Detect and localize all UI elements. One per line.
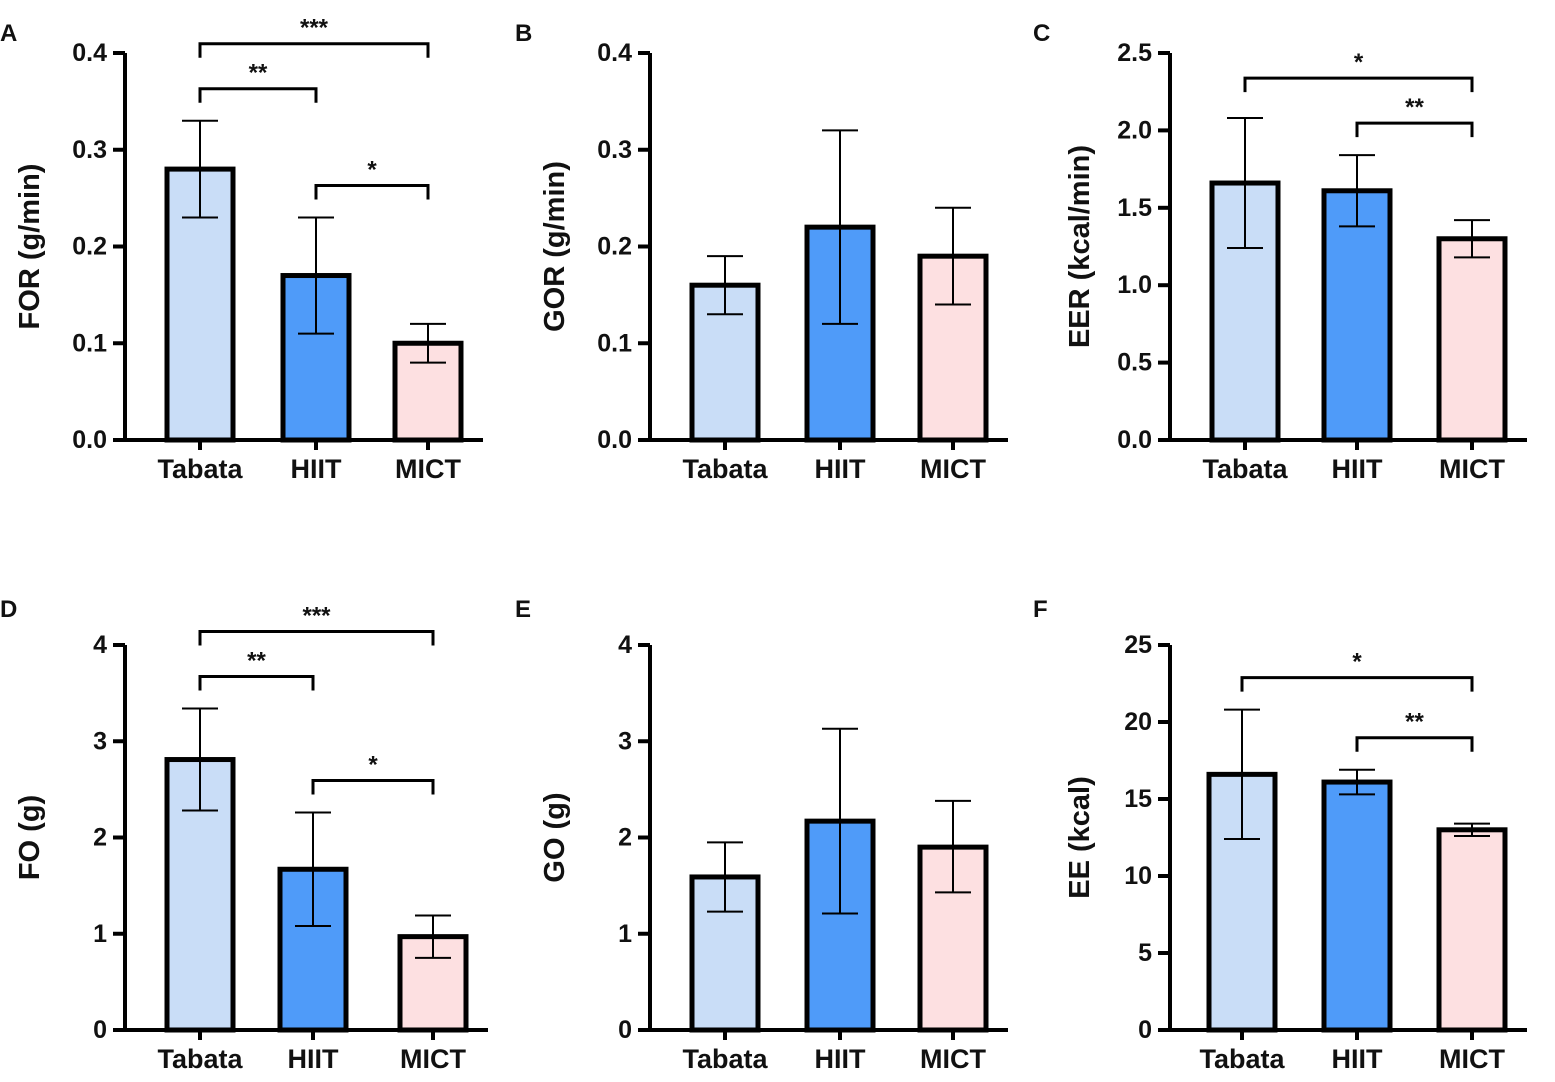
y-tick-label: 25 [1124, 631, 1152, 659]
y-tick-label: 3 [618, 727, 632, 755]
significance-bracket [1355, 736, 1474, 752]
y-axis-title: EE (kcal) [1064, 776, 1096, 899]
significance-label: ** [247, 648, 266, 675]
y-axis-title: EER (kcal/min) [1064, 145, 1096, 348]
significance-bracket [1355, 121, 1474, 138]
y-tick-label: 3 [93, 727, 107, 755]
y-tick-label: 0.5 [1117, 349, 1152, 377]
significance-bracket [198, 630, 435, 646]
panel-label: C [1033, 20, 1050, 47]
x-tick-label: Tabata [1199, 1044, 1285, 1074]
x-tick-label: MICT [920, 1044, 986, 1074]
y-tick-label: 4 [93, 631, 107, 659]
panel-b: B 0.0 0.1 0.2 0.3 0.4 GOR (g/min) Tabata HIIT MIC… [515, 20, 1008, 484]
x-tick-label: MICT [400, 1044, 466, 1074]
y-tick-label: 0.1 [597, 329, 632, 357]
y-tick-label: 0.3 [597, 136, 632, 164]
y-tick-label: 1.5 [1117, 194, 1152, 222]
y-axis-title: GOR (g/min) [539, 161, 571, 332]
y-tick-label: 2 [618, 824, 632, 852]
significance-bracket [314, 183, 430, 200]
y-tick-label: 0.1 [72, 329, 107, 357]
significance-bracket [311, 778, 435, 795]
y-tick-label: 4 [618, 631, 632, 659]
y-tick-label: 0.0 [72, 426, 107, 454]
panel-label: A [0, 20, 17, 47]
x-tick-label: MICT [920, 454, 986, 484]
panel-label: D [0, 596, 17, 623]
significance-bracket [1240, 676, 1474, 692]
y-tick-label: 10 [1124, 862, 1152, 890]
y-tick-label: 2.0 [1117, 116, 1152, 144]
significance-label: *** [302, 603, 331, 630]
panel-label: E [515, 596, 531, 623]
y-axis-title: GO (g) [539, 792, 571, 882]
x-tick-label: HIIT [291, 454, 343, 484]
y-tick-label: 0.4 [72, 39, 107, 67]
significance-label: *** [300, 15, 329, 42]
y-tick-label: 0 [93, 1016, 107, 1044]
significance-label: ** [1405, 94, 1424, 121]
x-tick-label: Tabata [682, 1044, 768, 1074]
bar-mict [1436, 236, 1508, 443]
significance-label: * [367, 156, 377, 183]
significance-bracket [198, 42, 430, 58]
y-tick-label: 0.0 [597, 426, 632, 454]
bar-mict [1436, 827, 1508, 1033]
panel-e: E 0 1 2 3 4 GO (g) Tabata HIIT MICT [515, 596, 1008, 1074]
y-tick-label: 0.4 [597, 39, 632, 67]
significance-label: * [1354, 49, 1364, 76]
y-tick-label: 1 [618, 920, 632, 948]
y-axis-title: FO (g) [14, 795, 46, 880]
significance-label: * [368, 751, 378, 778]
panel-label: F [1033, 596, 1048, 623]
bar-hiit [1321, 188, 1393, 443]
y-tick-label: 0.3 [72, 136, 107, 164]
panel-c: C 0.0 0.5 1.0 1.5 2.0 2.5 EER (kcal/min) Tabata H… [1033, 20, 1527, 484]
x-tick-label: MICT [395, 454, 461, 484]
x-tick-label: Tabata [682, 454, 768, 484]
x-tick-label: HIIT [815, 1044, 867, 1074]
significance-label: * [1352, 649, 1362, 676]
x-tick-label: Tabata [157, 1044, 243, 1074]
y-tick-label: 20 [1124, 708, 1152, 736]
panel-label: B [515, 20, 532, 47]
y-tick-label: 5 [1138, 939, 1152, 967]
panel-a: A 0.0 0.1 0.2 0.3 0.4 FOR (g/min) Tabata HIIT MIC… [0, 15, 483, 484]
x-tick-label: HIIT [288, 1044, 340, 1074]
significance-label: ** [249, 60, 268, 87]
x-tick-label: HIIT [815, 454, 867, 484]
y-tick-label: 2.5 [1117, 39, 1152, 67]
y-tick-label: 1.0 [1117, 271, 1152, 299]
y-tick-label: 0 [618, 1016, 632, 1044]
x-tick-label: Tabata [157, 454, 243, 484]
y-tick-label: 0 [1138, 1016, 1152, 1044]
significance-bracket [1243, 76, 1474, 93]
significance-bracket [198, 675, 315, 691]
y-tick-label: 2 [93, 824, 107, 852]
x-tick-label: MICT [1439, 454, 1505, 484]
x-tick-label: HIIT [1332, 1044, 1384, 1074]
y-tick-label: 0.0 [1117, 426, 1152, 454]
significance-bracket [198, 87, 318, 103]
significance-label: ** [1405, 709, 1424, 736]
bar-hiit [1321, 779, 1393, 1033]
y-tick-label: 1 [93, 920, 107, 948]
y-axis-title: FOR (g/min) [14, 164, 46, 330]
x-tick-label: Tabata [1202, 454, 1288, 484]
y-tick-label: 0.2 [597, 233, 632, 261]
y-tick-label: 15 [1124, 785, 1152, 813]
y-tick-label: 0.2 [72, 233, 107, 261]
x-tick-label: HIIT [1332, 454, 1384, 484]
x-tick-label: MICT [1439, 1044, 1505, 1074]
